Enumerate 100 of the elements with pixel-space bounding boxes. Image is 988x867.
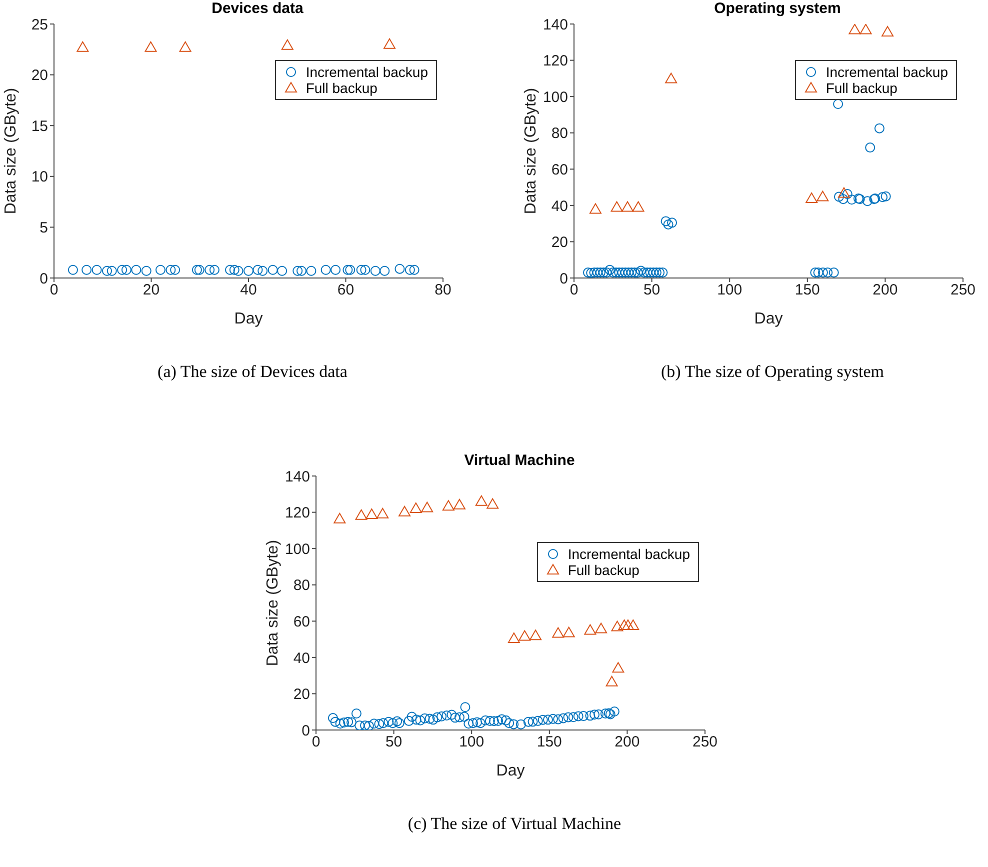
point <box>131 264 142 275</box>
point <box>604 264 615 275</box>
y-axis-title: Data size (GByte) <box>2 88 20 214</box>
text: (c) The size of Virtual Machine <box>406 814 622 834</box>
point <box>518 630 531 641</box>
point <box>398 506 411 516</box>
point <box>334 512 346 524</box>
chart-title: Devices data <box>210 0 304 18</box>
point <box>552 627 564 638</box>
point <box>595 622 608 634</box>
point <box>306 266 316 276</box>
point <box>421 502 434 512</box>
text: (a) The size of Devices data <box>156 362 348 382</box>
x-axis-title: Day <box>234 310 263 328</box>
point <box>68 264 78 275</box>
point <box>639 268 650 278</box>
point <box>92 264 102 275</box>
point <box>141 266 152 276</box>
point <box>636 266 646 276</box>
point <box>530 630 542 640</box>
point <box>630 268 640 278</box>
y-tick-label: 60 <box>293 613 310 630</box>
y-tick-label: 40 <box>551 198 568 215</box>
point <box>82 264 92 275</box>
point <box>833 99 844 110</box>
point <box>828 268 839 278</box>
point <box>818 268 828 278</box>
point <box>144 41 157 52</box>
legend-label: Full backup <box>306 80 378 96</box>
legend-label: Incremental backup <box>568 546 690 562</box>
point <box>76 41 89 52</box>
y-tick-label: 100 <box>542 88 568 106</box>
point <box>878 192 888 202</box>
point <box>813 268 824 278</box>
y-tick-label: 5 <box>40 220 48 237</box>
point <box>610 201 623 212</box>
point <box>155 264 166 275</box>
point <box>614 268 624 278</box>
x-tick-label: 200 <box>614 734 640 751</box>
point <box>617 268 628 278</box>
point <box>342 264 353 275</box>
point <box>834 192 844 202</box>
chart-title: Operating system <box>713 0 842 18</box>
point <box>618 619 630 630</box>
y-tick-label: 25 <box>31 16 48 34</box>
x-tick-label: 100 <box>717 282 742 299</box>
point <box>645 268 656 278</box>
point <box>611 268 622 278</box>
x-tick-label: 50 <box>643 282 660 299</box>
y-tick-label: 20 <box>293 686 310 704</box>
x-tick-label: 40 <box>240 282 257 299</box>
point <box>838 187 850 198</box>
point <box>166 264 176 275</box>
point <box>816 190 829 202</box>
point <box>345 264 356 275</box>
point <box>225 264 236 275</box>
point <box>102 266 112 276</box>
point <box>252 264 263 275</box>
point <box>121 264 132 275</box>
point <box>442 500 454 511</box>
point <box>612 662 624 673</box>
x-axis-title: Day <box>496 762 525 780</box>
y-axis-title: Data size (GByte) <box>522 88 540 214</box>
legend-label: Full backup <box>826 80 898 96</box>
point <box>209 264 220 275</box>
point <box>583 268 594 278</box>
y-tick-label: 120 <box>542 52 568 70</box>
point <box>179 41 192 52</box>
y-tick-label: 140 <box>542 16 568 34</box>
point <box>380 266 390 276</box>
point <box>277 266 288 276</box>
y-tick-label: 0 <box>302 722 310 740</box>
point <box>366 508 378 519</box>
point <box>106 266 117 276</box>
point <box>194 264 204 275</box>
point <box>651 268 662 278</box>
y-axis-title: Data size (GByte) <box>264 540 282 666</box>
point <box>320 264 331 275</box>
point <box>170 264 180 275</box>
point <box>620 268 630 278</box>
y-tick-label: 140 <box>284 468 310 486</box>
point <box>486 498 499 509</box>
point <box>880 191 891 202</box>
point <box>410 502 422 513</box>
point <box>508 632 520 644</box>
x-tick-label: 200 <box>872 282 898 299</box>
point <box>394 264 405 274</box>
point <box>384 38 396 49</box>
text: (b) The size of Operating system <box>660 362 885 382</box>
point <box>292 266 303 276</box>
legend-label: Incremental backup <box>826 64 948 80</box>
point <box>663 219 674 230</box>
point <box>244 266 254 276</box>
point <box>846 194 857 205</box>
point <box>667 218 678 228</box>
point <box>611 620 624 632</box>
point <box>648 268 658 278</box>
x-tick-label: 150 <box>794 282 820 299</box>
y-tick-label: 0 <box>40 270 48 288</box>
point <box>822 268 833 278</box>
